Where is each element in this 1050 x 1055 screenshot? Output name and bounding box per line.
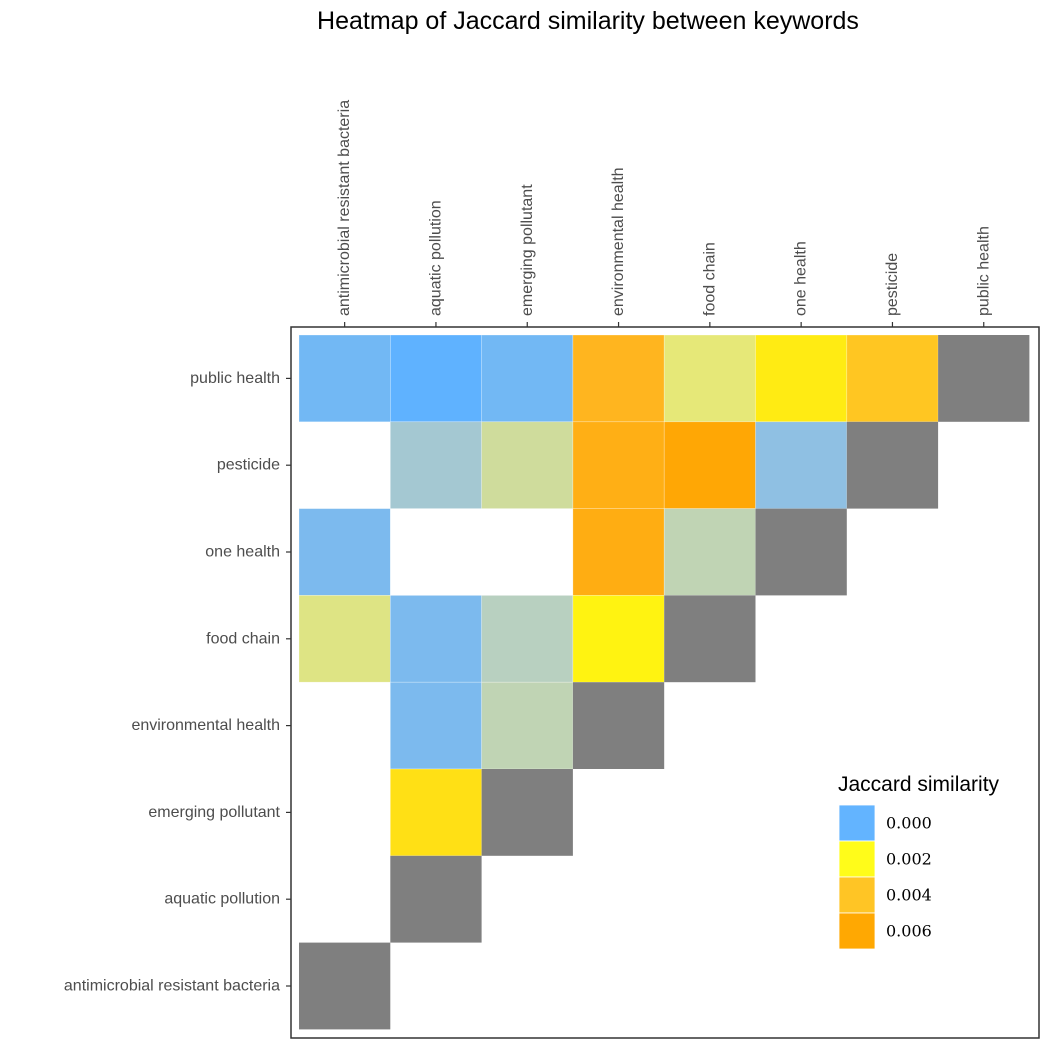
heatmap-cell-one-health-x-food-chain xyxy=(663,508,756,596)
diagonal-cell-pesticide xyxy=(846,421,939,509)
heatmap-cell-pesticide-x-food-chain xyxy=(663,421,756,509)
heatmap-cell-environmental-health-x-emerging-pollutant xyxy=(481,681,574,770)
diagonal-cell-food-chain xyxy=(664,595,756,683)
diagonal-cell-environmental-health xyxy=(572,682,665,769)
heatmap-cell-food-chain-x-antimicrobial-resistant-bacteria xyxy=(298,595,391,683)
heatmap-cells xyxy=(298,334,1030,1030)
heatmap-cell-one-health-x-environmental-health xyxy=(572,508,665,596)
heatmap-cell-pesticide-x-aquatic-pollution xyxy=(389,421,482,509)
x-tick-label: environmental health xyxy=(610,167,627,316)
heatmap-cell-public-health-x-aquatic-pollution xyxy=(389,334,482,423)
legend-swatch xyxy=(838,876,876,914)
heatmap-cell-pesticide-x-emerging-pollutant xyxy=(481,421,574,509)
y-tick-label: food chain xyxy=(206,630,280,647)
heatmap-cell-public-health-x-one-health xyxy=(755,334,848,423)
heatmap-cell-pesticide-x-environmental-health xyxy=(572,421,665,509)
heatmap-cell-one-health-x-antimicrobial-resistant-bacteria xyxy=(298,508,391,596)
y-tick-label: one health xyxy=(205,544,280,561)
legend-title: Jaccard similarity xyxy=(838,773,1000,796)
x-tick-label: pesticide xyxy=(884,253,901,316)
heatmap-cell-food-chain-x-environmental-health xyxy=(572,595,665,683)
y-tick-label: environmental health xyxy=(131,717,280,734)
heatmap-cell-public-health-x-antimicrobial-resistant-bacteria xyxy=(298,334,391,423)
heatmap-cell-public-health-x-pesticide xyxy=(846,334,939,423)
heatmap-cell-pesticide-x-one-health xyxy=(755,421,848,509)
x-tick-label: food chain xyxy=(701,242,718,316)
heatmap-cell-public-health-x-food-chain xyxy=(663,334,756,423)
x-tick-label: antimicrobial resistant bacteria xyxy=(336,100,353,316)
y-axis: public health pesticide one health food cha… xyxy=(64,370,291,995)
diagonal-cell-aquatic-pollution xyxy=(390,855,482,943)
heatmap-cell-food-chain-x-emerging-pollutant xyxy=(481,595,574,683)
x-tick-label: aquatic pollution xyxy=(427,200,444,316)
x-axis: antimicrobial resistant bacteria aquatic … xyxy=(336,100,992,327)
plot-panel-border xyxy=(290,326,1040,1039)
heatmap-cell-public-health-x-environmental-health xyxy=(572,334,665,423)
legend: Jaccard similarity 0.000 0.002 0.004 0.006 xyxy=(838,773,1000,950)
legend-label: 0.002 xyxy=(886,850,932,869)
legend-label: 0.000 xyxy=(886,814,932,833)
chart-title: Heatmap of Jaccard similarity between ke… xyxy=(317,7,859,35)
diagonal-cell-antimicrobial-resistant-bacteria xyxy=(299,942,391,1030)
heatmap-cell-environmental-health-x-aquatic-pollution xyxy=(389,681,482,770)
legend-label: 0.006 xyxy=(886,922,932,941)
diagonal-cell-one-health xyxy=(755,508,847,596)
y-tick-label: antimicrobial resistant bacteria xyxy=(64,978,280,995)
diagonal-cell-emerging-pollutant xyxy=(481,769,573,856)
heatmap-cell-public-health-x-emerging-pollutant xyxy=(481,334,574,423)
heatmap-cell-food-chain-x-aquatic-pollution xyxy=(389,595,482,683)
x-tick-label: emerging pollutant xyxy=(519,184,536,316)
legend-swatch xyxy=(838,840,876,878)
heatmap-cell-emerging-pollutant-x-aquatic-pollution xyxy=(389,768,482,857)
y-tick-label: public health xyxy=(190,370,280,387)
x-tick-label: one health xyxy=(793,241,810,316)
legend-swatch xyxy=(838,912,876,950)
x-tick-label: public health xyxy=(975,226,992,316)
y-tick-label: aquatic pollution xyxy=(164,891,280,908)
diagonal-cell-public-health xyxy=(938,335,1030,422)
legend-swatch xyxy=(838,804,876,842)
y-tick-label: emerging pollutant xyxy=(148,804,280,821)
y-tick-label: pesticide xyxy=(217,457,280,474)
legend-label: 0.004 xyxy=(886,886,932,905)
